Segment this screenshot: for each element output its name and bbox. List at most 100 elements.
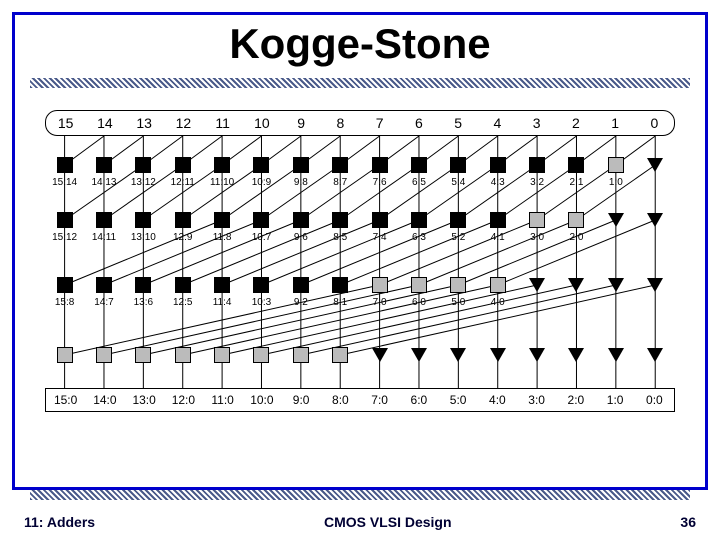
black-node <box>214 157 230 173</box>
node-label: 11:8 <box>213 232 232 243</box>
black-node <box>214 277 230 293</box>
divider-top <box>30 78 690 88</box>
output-label: 3:0 <box>517 389 556 411</box>
black-node <box>57 212 73 228</box>
buffer-node <box>530 279 544 291</box>
buffer-node <box>412 349 426 361</box>
node-label: 5:2 <box>451 232 465 243</box>
gray-node <box>568 212 584 228</box>
gray-node <box>529 212 545 228</box>
node-label: 15:12 <box>52 232 77 243</box>
footer-left: 11: Adders <box>24 514 95 530</box>
black-node <box>175 277 191 293</box>
node-label: 7:6 <box>373 177 387 188</box>
black-node <box>214 212 230 228</box>
black-node <box>96 277 112 293</box>
black-node <box>175 212 191 228</box>
bit-label: 15 <box>46 111 85 135</box>
node-label: 11:4 <box>213 297 232 308</box>
output-label: 0:0 <box>635 389 674 411</box>
black-node <box>372 212 388 228</box>
bit-label: 10 <box>242 111 281 135</box>
black-node <box>411 212 427 228</box>
node-label: 8:7 <box>333 177 347 188</box>
output-label: 14:0 <box>85 389 124 411</box>
output-label: 12:0 <box>164 389 203 411</box>
black-node <box>450 157 466 173</box>
gray-node <box>411 277 427 293</box>
output-label: 11:0 <box>203 389 242 411</box>
black-node <box>490 157 506 173</box>
black-node <box>293 277 309 293</box>
black-node <box>253 277 269 293</box>
gray-node <box>450 277 466 293</box>
bit-label: 1 <box>596 111 635 135</box>
node-label: 14:13 <box>91 177 116 188</box>
output-label: 10:0 <box>242 389 281 411</box>
node-label: 4:0 <box>491 297 505 308</box>
black-node <box>57 157 73 173</box>
bit-label: 8 <box>321 111 360 135</box>
bit-label: 11 <box>203 111 242 135</box>
output-label: 7:0 <box>360 389 399 411</box>
node-label: 12:11 <box>171 177 195 188</box>
black-node <box>135 157 151 173</box>
node-label: 10:7 <box>252 232 271 243</box>
buffer-node <box>648 214 662 226</box>
node-label: 5:4 <box>451 177 465 188</box>
gray-node <box>372 277 388 293</box>
black-node <box>96 212 112 228</box>
node-label: 2:0 <box>570 232 584 243</box>
bit-header: 1514131211109876543210 <box>45 110 675 136</box>
bit-label: 3 <box>517 111 556 135</box>
node-label: 10:9 <box>252 177 271 188</box>
node-label: 6:0 <box>412 297 426 308</box>
buffer-node <box>609 279 623 291</box>
node-label: 13:10 <box>131 232 156 243</box>
gray-node <box>57 347 73 363</box>
buffer-node <box>648 159 662 171</box>
gray-node <box>608 157 624 173</box>
output-label: 1:0 <box>596 389 635 411</box>
gray-node <box>293 347 309 363</box>
output-label: 5:0 <box>439 389 478 411</box>
bit-label: 14 <box>85 111 124 135</box>
black-node <box>568 157 584 173</box>
gray-node <box>135 347 151 363</box>
black-node <box>490 212 506 228</box>
node-label: 8:5 <box>333 232 347 243</box>
black-node <box>57 277 73 293</box>
node-label: 13:6 <box>134 297 153 308</box>
node-label: 12:9 <box>173 232 192 243</box>
gray-node <box>490 277 506 293</box>
output-label: 6:0 <box>399 389 438 411</box>
bit-label: 2 <box>556 111 595 135</box>
node-label: 7:4 <box>373 232 387 243</box>
black-node <box>135 212 151 228</box>
buffer-node <box>609 349 623 361</box>
buffer-node <box>491 349 505 361</box>
buffer-node <box>373 349 387 361</box>
node-label: 1:0 <box>609 177 623 188</box>
node-label: 7:0 <box>373 297 387 308</box>
output-bar: 15:014:013:012:011:010:09:08:07:06:05:04… <box>45 388 675 412</box>
node-label: 11:10 <box>210 177 234 188</box>
black-node <box>253 212 269 228</box>
black-node <box>411 157 427 173</box>
node-label: 8:1 <box>333 297 347 308</box>
bit-label: 4 <box>478 111 517 135</box>
node-label: 4:3 <box>491 177 505 188</box>
node-label: 15:8 <box>55 297 74 308</box>
gray-node <box>214 347 230 363</box>
node-label: 13:12 <box>131 177 156 188</box>
node-label: 5:0 <box>451 297 465 308</box>
black-node <box>332 277 348 293</box>
node-label: 12:5 <box>173 297 192 308</box>
divider-bottom <box>30 490 690 500</box>
slide: Kogge-Stone 1514131211109876543210 15:01… <box>0 0 720 540</box>
gray-node <box>332 347 348 363</box>
bit-label: 7 <box>360 111 399 135</box>
node-label: 3:0 <box>530 232 544 243</box>
buffer-node <box>569 349 583 361</box>
buffer-node <box>609 214 623 226</box>
